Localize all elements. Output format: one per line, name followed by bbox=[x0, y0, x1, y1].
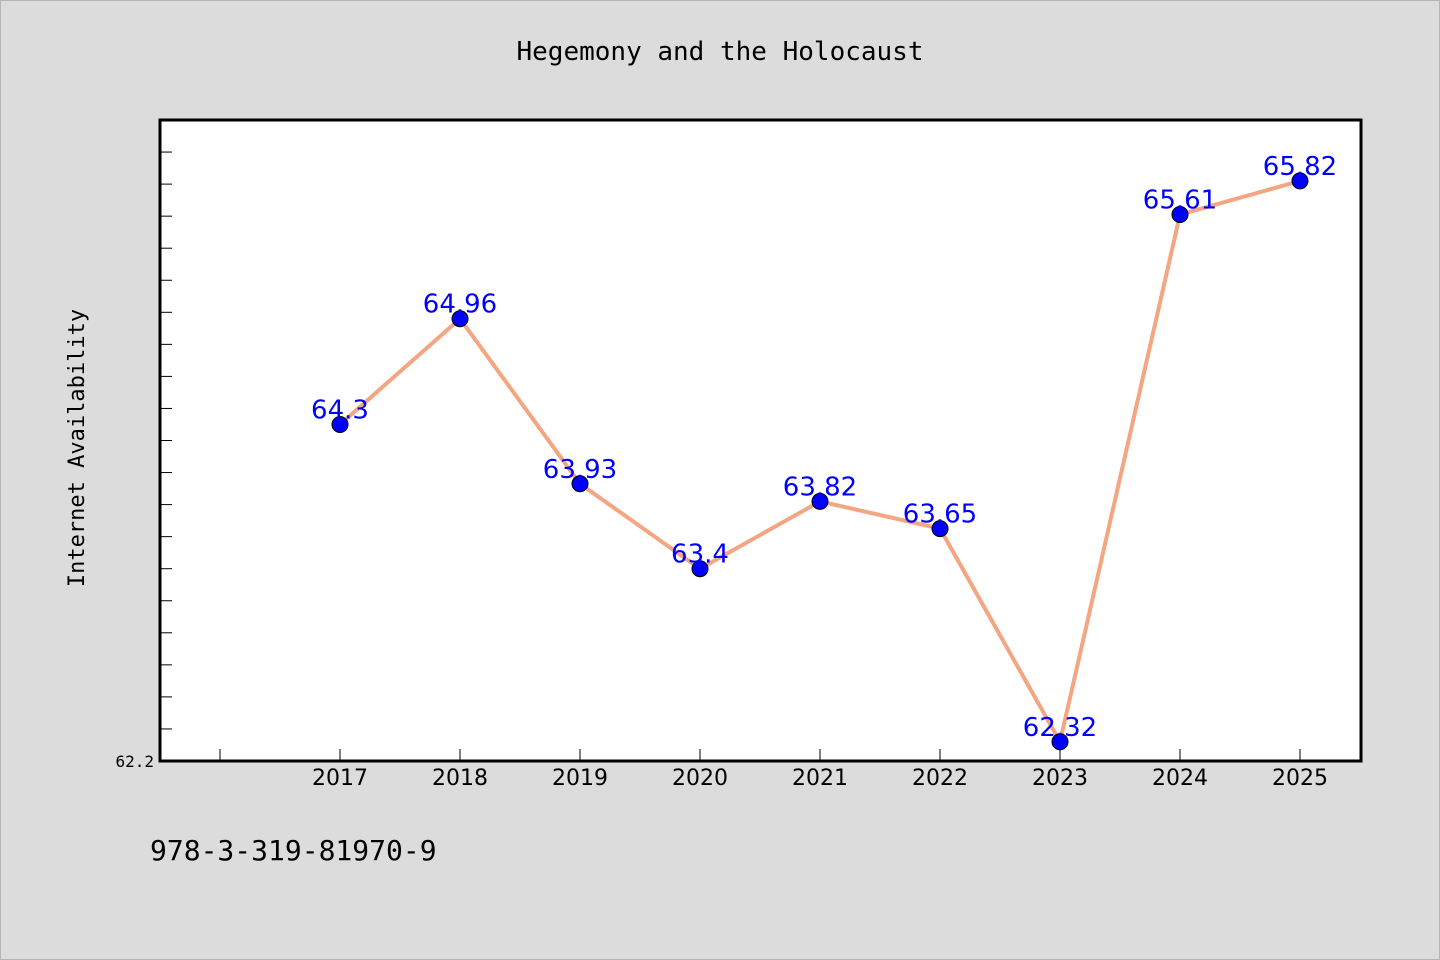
plot-area bbox=[158, 118, 1363, 763]
data-label: 64.96 bbox=[423, 290, 497, 320]
data-point bbox=[811, 492, 829, 510]
data-point bbox=[691, 560, 709, 578]
data-label: 65.82 bbox=[1263, 152, 1337, 182]
data-point bbox=[1171, 206, 1189, 224]
chart-title: Hegemony and the Holocaust bbox=[517, 37, 924, 67]
data-point bbox=[1291, 172, 1309, 190]
x-tick-label: 2024 bbox=[1152, 766, 1208, 791]
data-label: 63.93 bbox=[543, 455, 617, 485]
x-tick-label: 2022 bbox=[912, 766, 968, 791]
data-point bbox=[571, 475, 589, 493]
y-tick-label: 62.2 bbox=[115, 752, 154, 771]
x-tick-label: 2021 bbox=[792, 766, 848, 791]
x-tick-label: 2020 bbox=[672, 766, 728, 791]
isbn-text: 978-3-319-81970-9 bbox=[150, 834, 437, 867]
data-label: 64.3 bbox=[311, 395, 369, 425]
data-point bbox=[451, 310, 469, 328]
data-label: 65.61 bbox=[1143, 186, 1217, 216]
y-ticks: 62.2 bbox=[115, 119, 172, 771]
x-tick-label: 2018 bbox=[432, 766, 488, 791]
data-labels: 64.3 64.96 63.93 63.4 63.82 63.65 62.32 65.61 65… bbox=[311, 152, 1337, 743]
data-label: 63.65 bbox=[903, 500, 977, 530]
x-tick-label: 2023 bbox=[1032, 766, 1088, 791]
y-axis-label: Internet Availability bbox=[65, 309, 90, 587]
data-point bbox=[331, 415, 349, 433]
data-point bbox=[931, 520, 949, 538]
series-layer bbox=[331, 172, 1309, 751]
x-ticks: 2017 2018 2019 2020 2021 2022 2023 2024 2025 bbox=[219, 749, 1328, 791]
x-tick-label: 2025 bbox=[1272, 766, 1328, 791]
x-tick-label: 2017 bbox=[312, 766, 368, 791]
data-label: 62.32 bbox=[1023, 713, 1097, 743]
data-label: 63.4 bbox=[671, 540, 729, 570]
data-label: 63.82 bbox=[783, 472, 857, 502]
data-point bbox=[1051, 733, 1069, 751]
x-tick-label: 2019 bbox=[552, 766, 608, 791]
